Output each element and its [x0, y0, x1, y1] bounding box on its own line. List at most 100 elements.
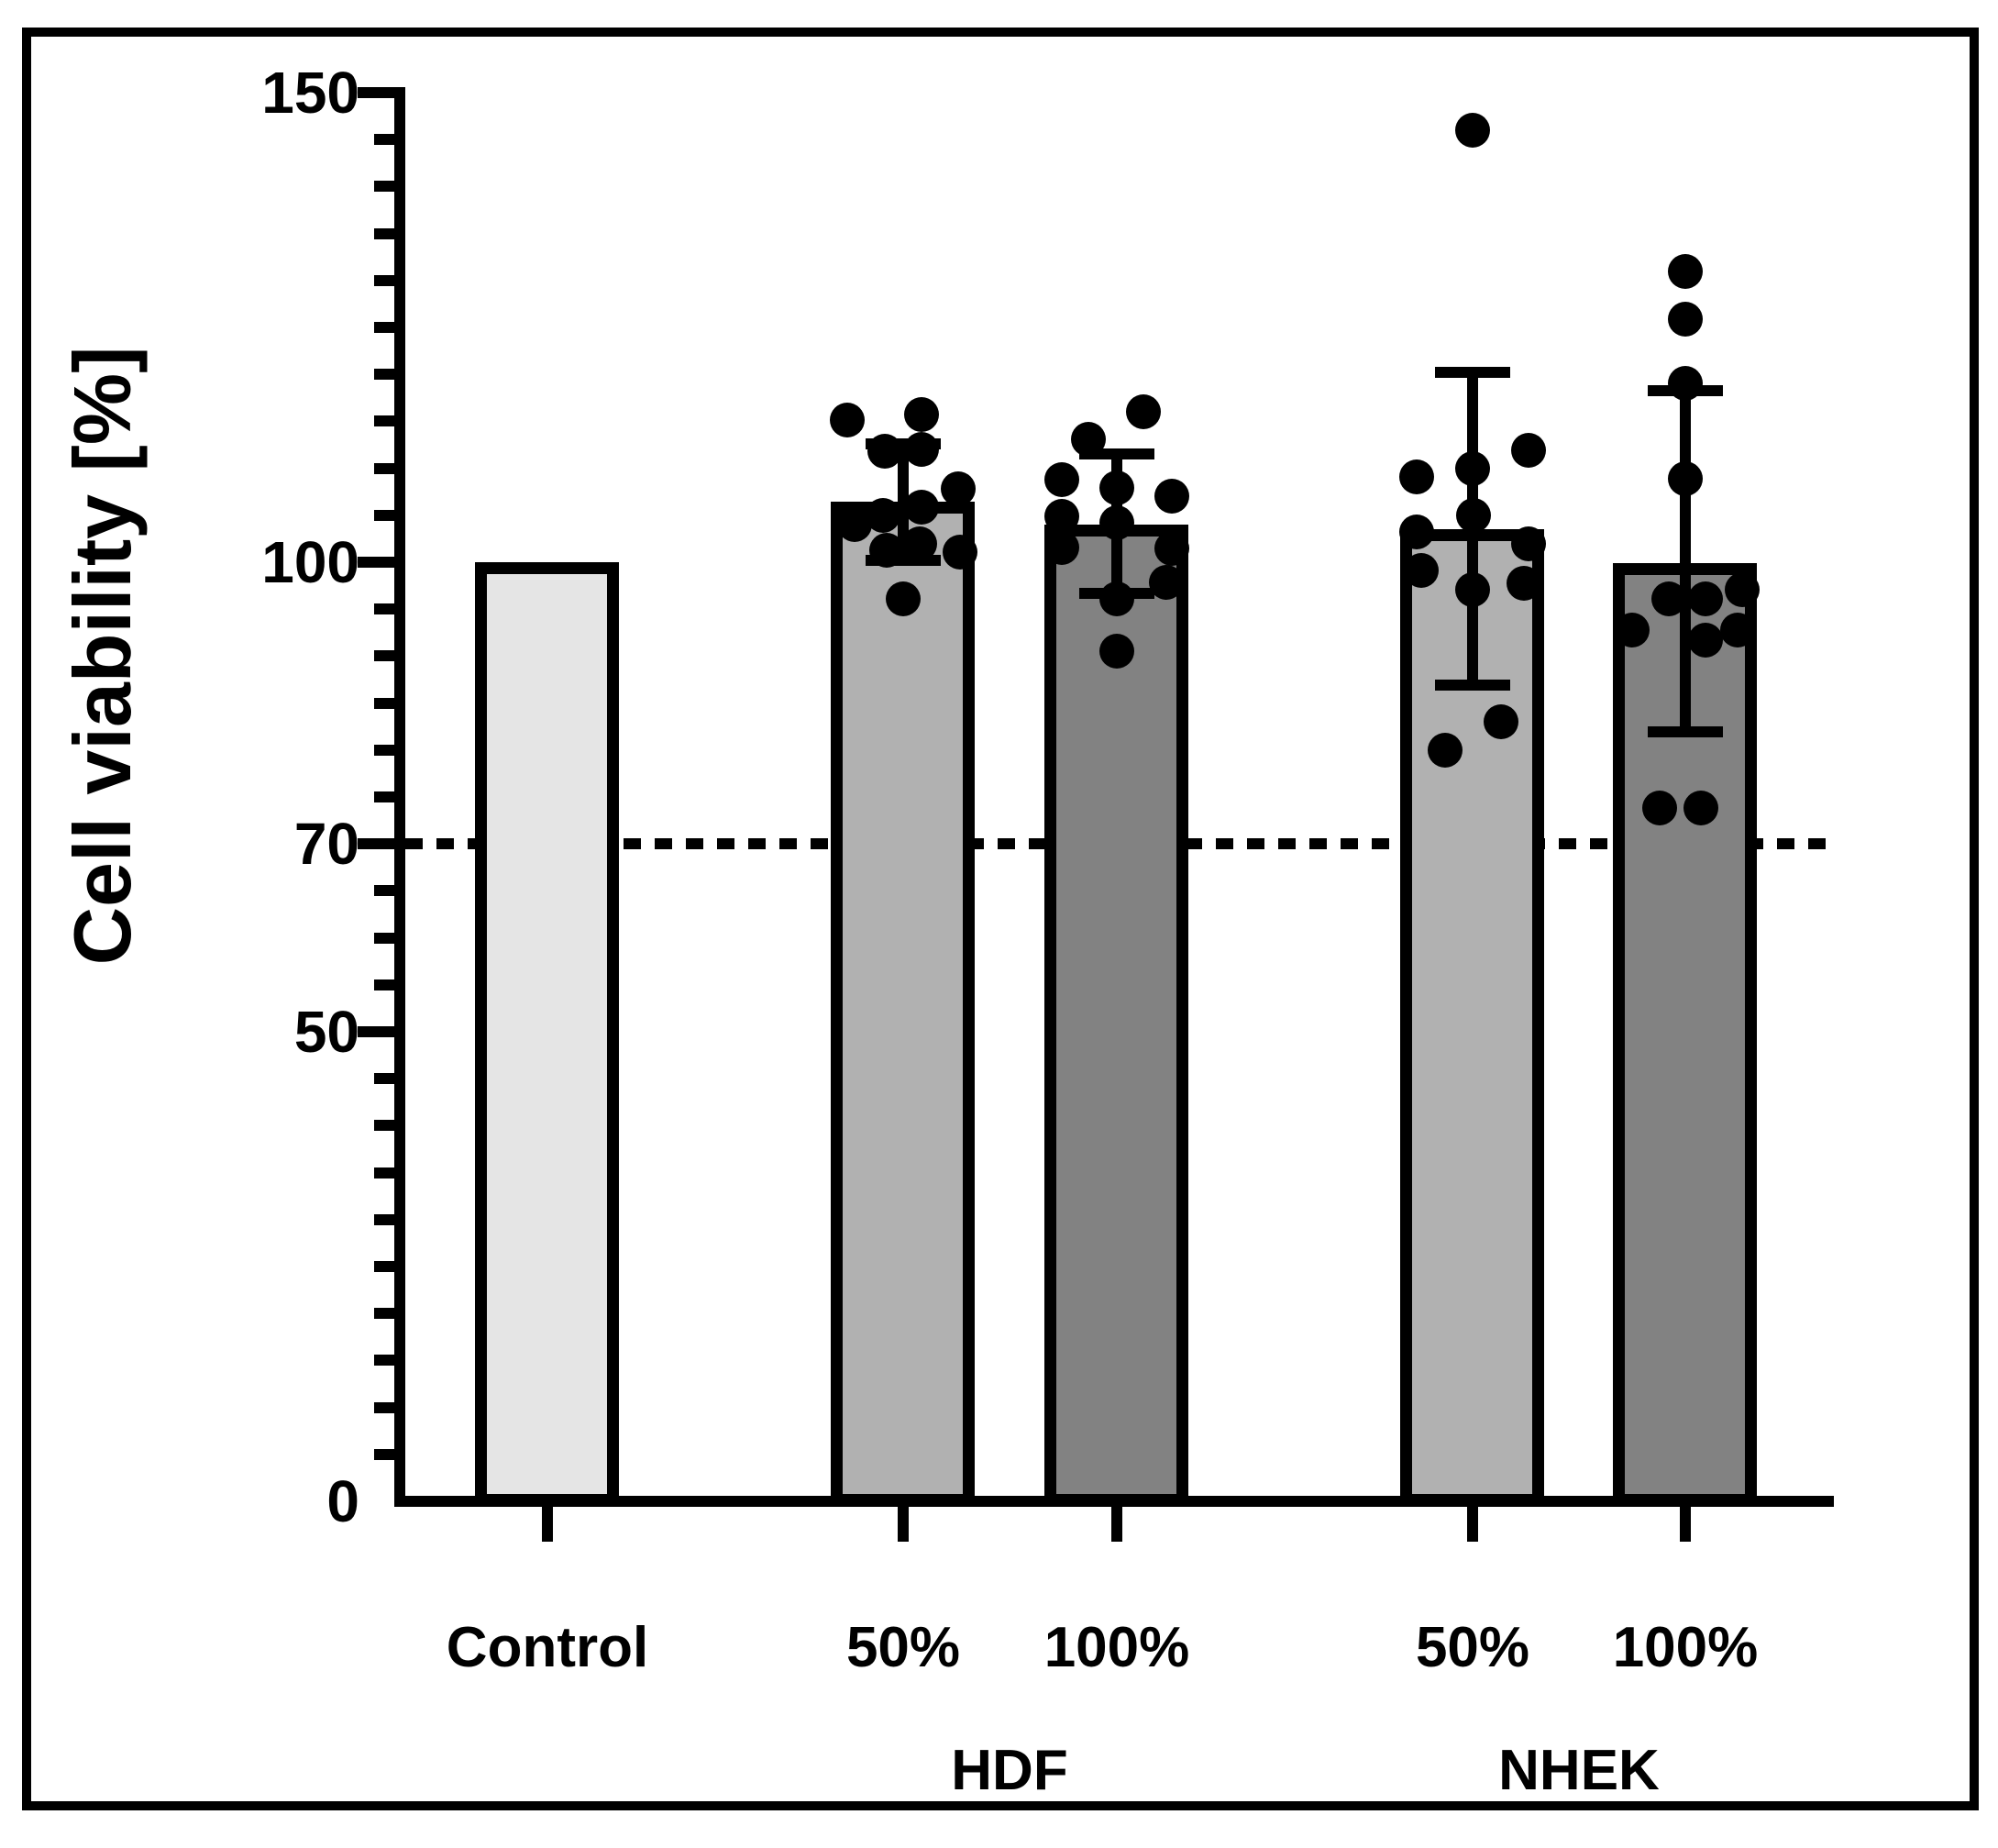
y-minor-tick [374, 979, 394, 990]
y-minor-tick [374, 1355, 394, 1366]
data-point [904, 432, 939, 467]
data-point [1688, 581, 1723, 616]
y-minor-tick [374, 1167, 394, 1179]
data-point [1044, 530, 1079, 565]
x-category-label: 100% [1612, 1616, 1759, 1679]
error-bar-top-cap [1435, 367, 1510, 378]
y-minor-tick [374, 275, 394, 286]
x-tick [1680, 1507, 1691, 1542]
x-group-label: NHEK [1498, 1739, 1660, 1802]
data-point [1455, 113, 1490, 148]
data-point [869, 533, 904, 568]
y-tick-label: 0 [326, 1468, 359, 1534]
y-minor-tick [374, 1073, 394, 1084]
data-point [904, 397, 939, 432]
data-point [1668, 254, 1703, 289]
data-point [867, 434, 902, 469]
data-point [1154, 531, 1189, 566]
x-category-label: Control [446, 1616, 649, 1679]
data-point [1642, 791, 1677, 825]
data-point [1154, 479, 1189, 514]
data-point [904, 490, 939, 525]
y-minor-tick [374, 1261, 394, 1272]
y-minor-tick [374, 463, 394, 474]
data-point [1507, 566, 1541, 601]
bar [475, 562, 619, 1506]
y-minor-tick [374, 1449, 394, 1460]
data-point [1399, 459, 1434, 494]
y-minor-tick [374, 650, 394, 661]
data-point [1044, 499, 1079, 534]
data-point [886, 581, 921, 616]
data-point [1668, 302, 1703, 337]
x-tick [1111, 1507, 1122, 1542]
error-bar-bottom-cap [1648, 726, 1723, 737]
data-point [1720, 613, 1755, 647]
data-point [1456, 498, 1491, 533]
bar [1400, 529, 1544, 1506]
data-point [1099, 581, 1134, 616]
y-axis-line [394, 87, 405, 1507]
y-minor-tick [374, 134, 394, 145]
data-point [1668, 366, 1703, 401]
x-category-label: 50% [845, 1616, 961, 1679]
data-point [1428, 733, 1463, 768]
data-point [1099, 505, 1134, 540]
y-minor-tick [374, 322, 394, 333]
data-point [1615, 613, 1650, 647]
y-tick-label: 100 [261, 529, 359, 595]
data-point [1099, 634, 1134, 669]
bar [1044, 525, 1188, 1506]
data-point [941, 471, 976, 506]
data-point [1399, 515, 1434, 549]
y-major-tick [358, 1026, 394, 1037]
y-minor-tick [374, 885, 394, 896]
y-major-tick [358, 87, 394, 98]
data-point [1126, 394, 1161, 429]
data-point [1455, 572, 1490, 607]
x-tick [1467, 1507, 1478, 1542]
y-minor-tick [374, 415, 394, 426]
y-minor-tick [374, 603, 394, 614]
error-bar-bottom-cap [1435, 680, 1510, 691]
x-tick [542, 1507, 553, 1542]
y-minor-tick [374, 1402, 394, 1413]
y-minor-tick [374, 933, 394, 944]
bar [831, 502, 975, 1506]
data-point [1683, 791, 1718, 825]
x-category-label: 50% [1415, 1616, 1530, 1679]
y-tick-label: 150 [261, 60, 359, 126]
data-point [1071, 422, 1106, 457]
y-minor-tick [374, 369, 394, 380]
y-minor-tick [374, 1214, 394, 1225]
y-minor-tick [374, 1120, 394, 1131]
data-point [1668, 461, 1703, 496]
x-category-label: 100% [1043, 1616, 1190, 1679]
data-point [1651, 581, 1686, 616]
y-minor-tick [374, 510, 394, 521]
data-point [1455, 451, 1490, 486]
data-point [1404, 553, 1439, 588]
y-minor-tick [374, 698, 394, 709]
x-tick [898, 1507, 909, 1542]
y-tick-label: 70 [293, 811, 359, 877]
data-point [902, 526, 937, 561]
y-major-tick [358, 557, 394, 568]
y-minor-tick [374, 181, 394, 192]
data-point [830, 403, 865, 437]
data-point [1725, 572, 1760, 607]
data-point [837, 507, 872, 542]
y-minor-tick [374, 745, 394, 756]
y-minor-tick [374, 1308, 394, 1319]
error-bar-line [1680, 391, 1691, 732]
data-point [1511, 526, 1546, 561]
y-minor-tick [374, 791, 394, 802]
data-point [943, 535, 977, 570]
y-major-tick [358, 838, 394, 849]
data-point [1044, 462, 1079, 497]
y-minor-tick [374, 228, 394, 239]
data-point [1511, 433, 1546, 468]
x-group-label: HDF [951, 1739, 1068, 1802]
data-point [1688, 623, 1723, 658]
data-point [1149, 565, 1184, 600]
